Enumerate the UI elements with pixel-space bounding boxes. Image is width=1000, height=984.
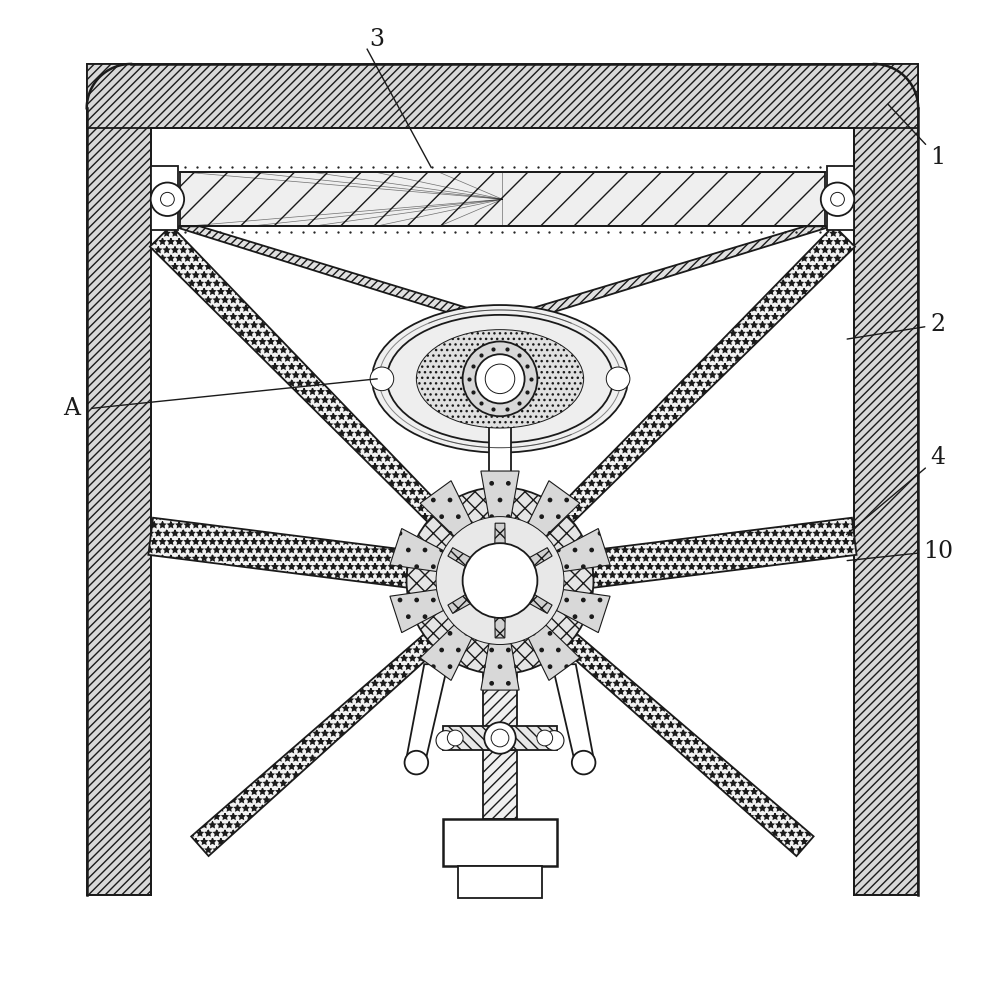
Circle shape (491, 729, 509, 747)
Circle shape (485, 364, 515, 394)
Polygon shape (390, 528, 443, 572)
Circle shape (463, 543, 537, 618)
Circle shape (544, 730, 564, 751)
Polygon shape (495, 523, 505, 562)
Polygon shape (481, 471, 519, 518)
Bar (443, 819, 557, 867)
Bar (458, 867, 542, 898)
Polygon shape (493, 225, 855, 587)
Polygon shape (191, 574, 506, 856)
Circle shape (475, 354, 525, 403)
Polygon shape (514, 585, 552, 613)
Circle shape (436, 730, 456, 751)
Circle shape (151, 183, 184, 215)
Polygon shape (557, 528, 610, 572)
Ellipse shape (387, 315, 613, 443)
Circle shape (447, 730, 463, 746)
Circle shape (436, 517, 564, 645)
Polygon shape (448, 585, 486, 613)
Bar (443, 726, 557, 751)
Circle shape (537, 730, 553, 746)
Circle shape (405, 751, 428, 774)
Bar (180, 172, 825, 226)
Text: 1: 1 (888, 104, 945, 169)
Polygon shape (448, 548, 486, 576)
Circle shape (463, 341, 537, 416)
Bar (827, 166, 854, 230)
Circle shape (407, 487, 593, 674)
Ellipse shape (372, 305, 628, 453)
Bar (87, 64, 918, 128)
Polygon shape (495, 599, 505, 638)
Polygon shape (420, 625, 472, 680)
Circle shape (161, 192, 174, 206)
Polygon shape (494, 574, 814, 856)
Polygon shape (514, 548, 552, 576)
Bar (87, 64, 151, 895)
Polygon shape (552, 664, 593, 758)
Circle shape (831, 192, 844, 206)
Text: 4: 4 (847, 446, 945, 534)
Ellipse shape (416, 330, 584, 428)
Circle shape (572, 751, 595, 774)
Polygon shape (528, 481, 580, 536)
Bar (489, 403, 511, 477)
Polygon shape (407, 664, 448, 758)
Polygon shape (510, 226, 832, 315)
Bar (483, 751, 517, 819)
Text: 3: 3 (370, 28, 384, 51)
Polygon shape (528, 625, 580, 680)
Polygon shape (481, 644, 519, 690)
Text: 10: 10 (847, 539, 953, 563)
Circle shape (821, 183, 854, 215)
Bar (483, 674, 517, 738)
Bar (151, 166, 178, 230)
Polygon shape (150, 225, 507, 587)
Circle shape (484, 722, 516, 754)
Circle shape (370, 367, 394, 391)
Text: 2: 2 (847, 313, 945, 339)
Polygon shape (420, 481, 472, 536)
Polygon shape (498, 518, 857, 599)
Polygon shape (173, 226, 490, 315)
Polygon shape (148, 518, 502, 599)
Bar (854, 64, 918, 895)
Text: A: A (63, 397, 80, 420)
Circle shape (606, 367, 630, 391)
Polygon shape (557, 589, 610, 633)
Polygon shape (390, 589, 443, 633)
